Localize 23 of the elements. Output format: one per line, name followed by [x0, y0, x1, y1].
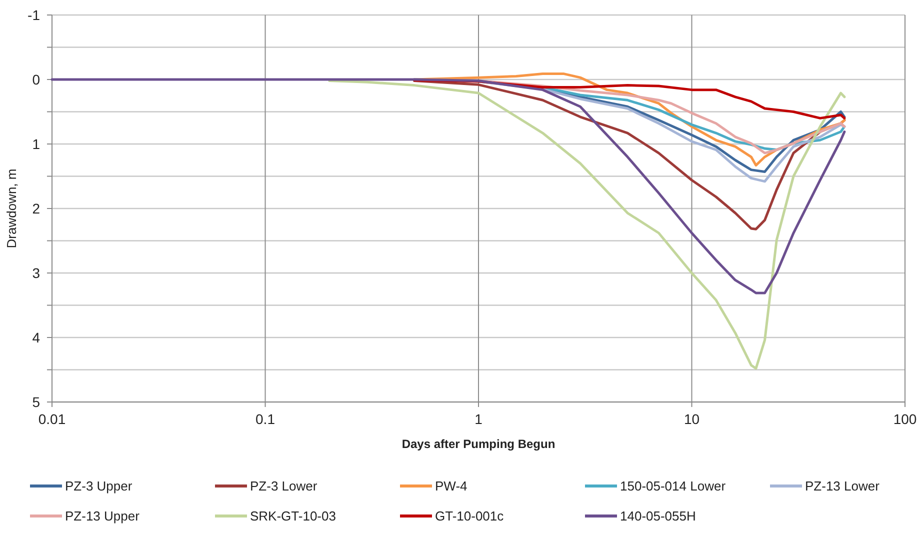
- y-tick-label: 4: [32, 329, 40, 346]
- y-axis-title: Drawdown, m: [4, 168, 19, 248]
- x-tick-label: 100: [893, 411, 917, 427]
- y-tick-label: 2: [32, 200, 40, 216]
- legend-label: 150-05-014 Lower: [620, 478, 726, 494]
- legend-label: PW-4: [435, 478, 468, 494]
- legend-label: PZ-13 Lower: [805, 478, 880, 494]
- y-tick-label: 5: [32, 394, 40, 410]
- y-tick-label: 0: [32, 71, 40, 88]
- legend-label: SRK-GT-10-03: [250, 508, 336, 524]
- legend-label: 140-05-055H: [620, 508, 696, 524]
- legend-label: GT-10-001c: [435, 508, 504, 524]
- legend-label: PZ-3 Lower: [250, 478, 318, 494]
- x-tick-label: 0.1: [256, 411, 276, 427]
- y-tick-label: -1: [28, 6, 40, 23]
- legend-label: PZ-13 Upper: [65, 508, 140, 524]
- legend-label: PZ-3 Upper: [65, 478, 133, 494]
- x-axis-title: Days after Pumping Begun: [402, 437, 556, 451]
- y-tick-label: 1: [32, 136, 40, 152]
- y-tick-label: 3: [32, 264, 40, 281]
- x-tick-label: 1: [474, 411, 483, 427]
- x-tick-label: 10: [684, 411, 700, 427]
- x-tick-label: 0.01: [38, 411, 66, 427]
